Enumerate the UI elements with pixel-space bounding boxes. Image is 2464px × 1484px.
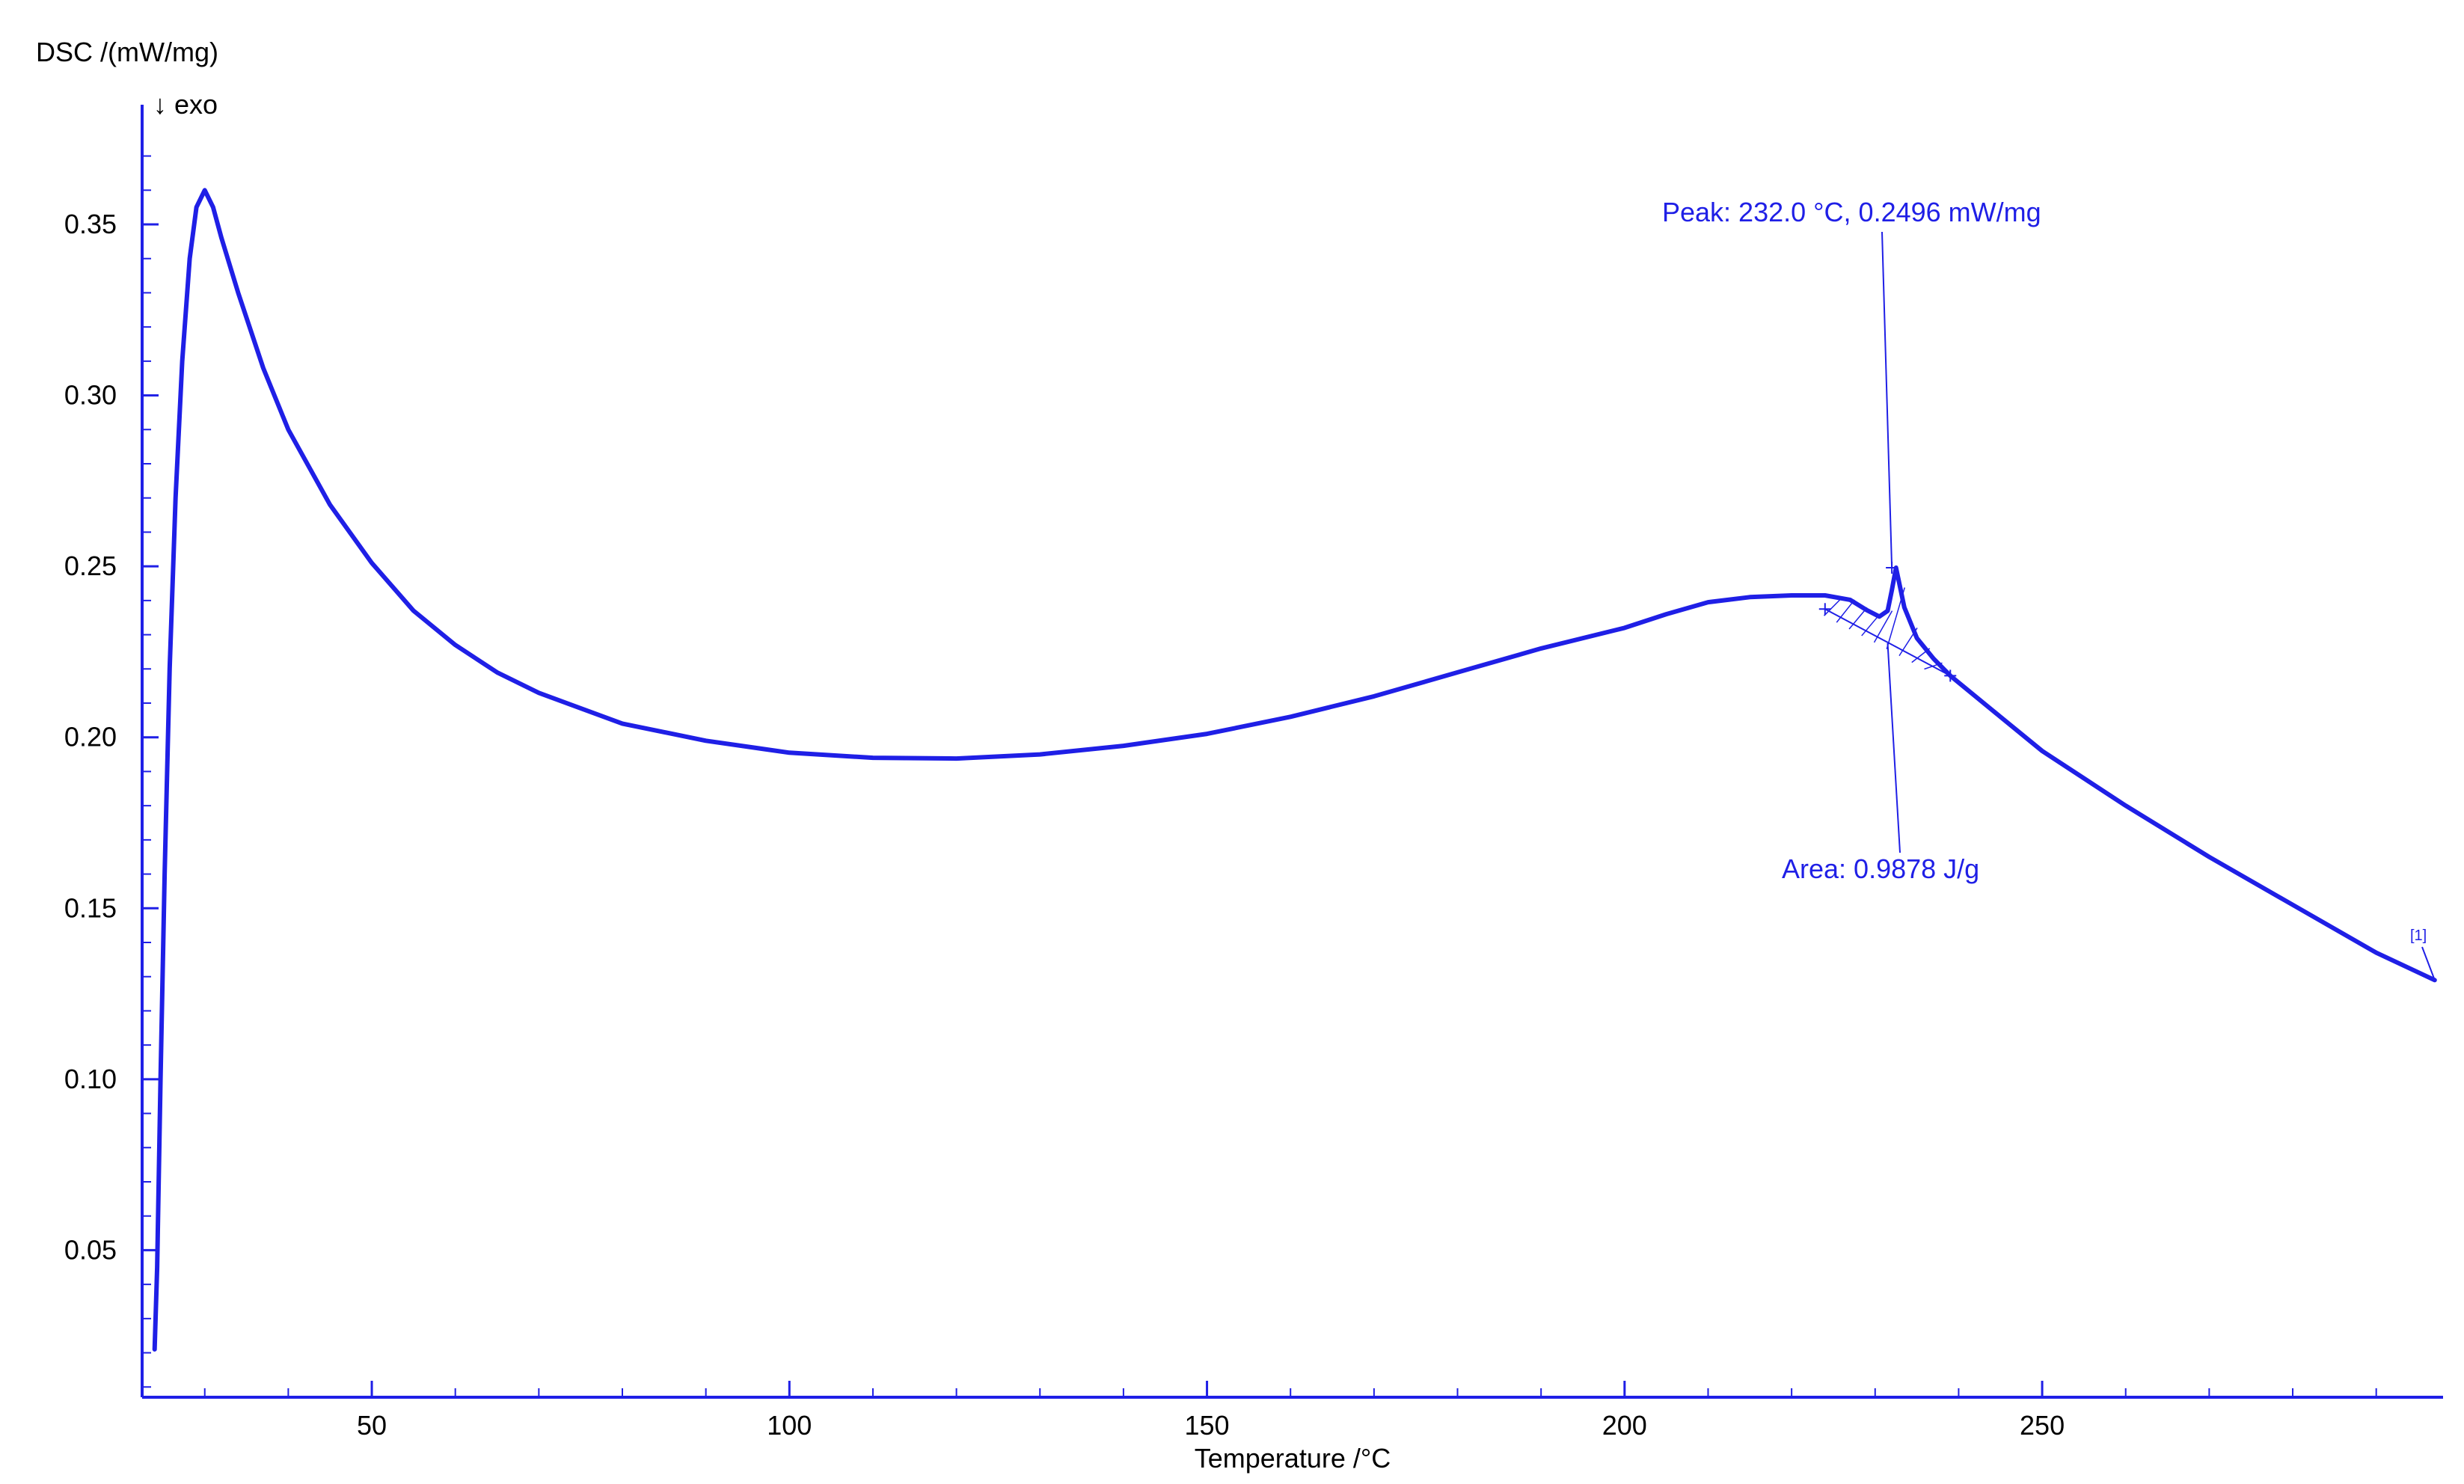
area-annotation: Area: 0.9878 J/g [1782,853,1979,884]
dsc-curve [152,188,2437,1352]
x-tick-label: 200 [1602,1410,1647,1441]
y-tick-label: 0.20 [64,722,117,752]
x-axis-label: Temperature /°C [1195,1443,1391,1474]
y-ticks: 0.05 0.10 0.15 0.20 0.25 0.30 0.35 [64,209,159,1265]
y-tick-label: 0.10 [64,1064,117,1094]
minor-ticks [142,155,2377,1397]
peak-leader-line [1881,231,1893,568]
x-ticks: 50 100 150 200 250 [357,1381,2065,1441]
x-tick-label: 100 [767,1410,812,1441]
peak-baseline [1824,608,1951,677]
curve-marker-leader [2421,946,2436,981]
hatch-line [1823,597,1843,616]
x-tick-label: 50 [357,1410,387,1441]
y-tick-label: 0.05 [64,1234,117,1265]
exo-direction-label: ↓ exo [153,89,218,120]
y-tick-label: 0.35 [64,209,117,239]
curve-marker-label: [1] [2410,927,2427,944]
peak-annotation: Peak: 232.0 °C, 0.2496 mW/mg [1662,197,2041,227]
hatch-line [1836,599,1855,623]
x-tick-label: 250 [2020,1410,2065,1441]
y-tick-label: 0.25 [64,551,117,581]
hatch-line [1861,613,1881,637]
y-axis-label: DSC /(mW/mg) [36,37,218,67]
y-tick-label: 0.30 [64,380,117,411]
x-tick-label: 150 [1185,1410,1230,1441]
area-leader-line [1887,643,1901,853]
hatch-line [1848,607,1868,630]
y-tick-label: 0.15 [64,892,117,923]
